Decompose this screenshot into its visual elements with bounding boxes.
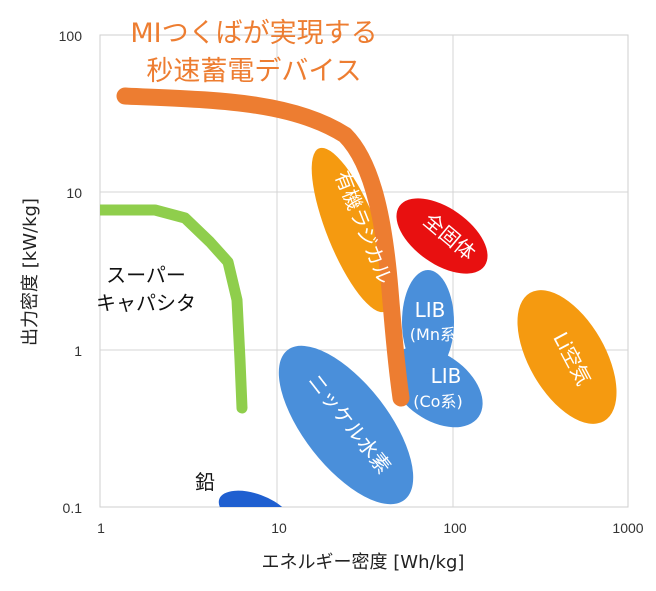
region-organic-radical: [311, 147, 393, 313]
region-nickel-metal-hydride: [278, 345, 414, 505]
label-supercapacitor-line2: キャパシタ: [96, 291, 196, 315]
label-lib-co-sub: (Co系): [413, 392, 462, 411]
y-tick-label: 0.1: [63, 500, 83, 516]
region-all-solid-state: [396, 198, 488, 274]
label-lib-mn-sub: (Mn系): [410, 325, 462, 344]
region-supercapacitor-curve: [100, 204, 248, 414]
x-tick-label: 1000: [612, 520, 643, 536]
y-tick-label: 1: [74, 343, 82, 359]
chart-title-line2: 秒速蓄電デバイス: [146, 56, 361, 87]
label-lead: 鉛: [195, 470, 215, 494]
x-tick-label: 100: [443, 520, 467, 536]
y-axis-title: 出力密度 [kW/kg]: [20, 198, 41, 346]
x-tick-label: 10: [271, 520, 287, 536]
label-lib-co: LIB: [431, 364, 462, 388]
region-lib-co: [389, 346, 483, 428]
region-lead: [218, 490, 292, 507]
label-supercapacitor-line1: スーパー: [106, 263, 186, 287]
region-lib-mn: [402, 270, 454, 374]
mi-tsukuba-curve: [116, 87, 410, 407]
chart-title-line1: MIつくばが実現する: [130, 18, 377, 49]
y-tick-label: 100: [59, 28, 83, 44]
y-tick-label: 10: [66, 185, 82, 201]
x-axis-title: エネルギー密度 [Wh/kg]: [262, 552, 465, 573]
label-lib-mn: LIB: [415, 298, 446, 322]
x-tick-label: 1: [97, 520, 105, 536]
region-li-air: [517, 290, 617, 424]
